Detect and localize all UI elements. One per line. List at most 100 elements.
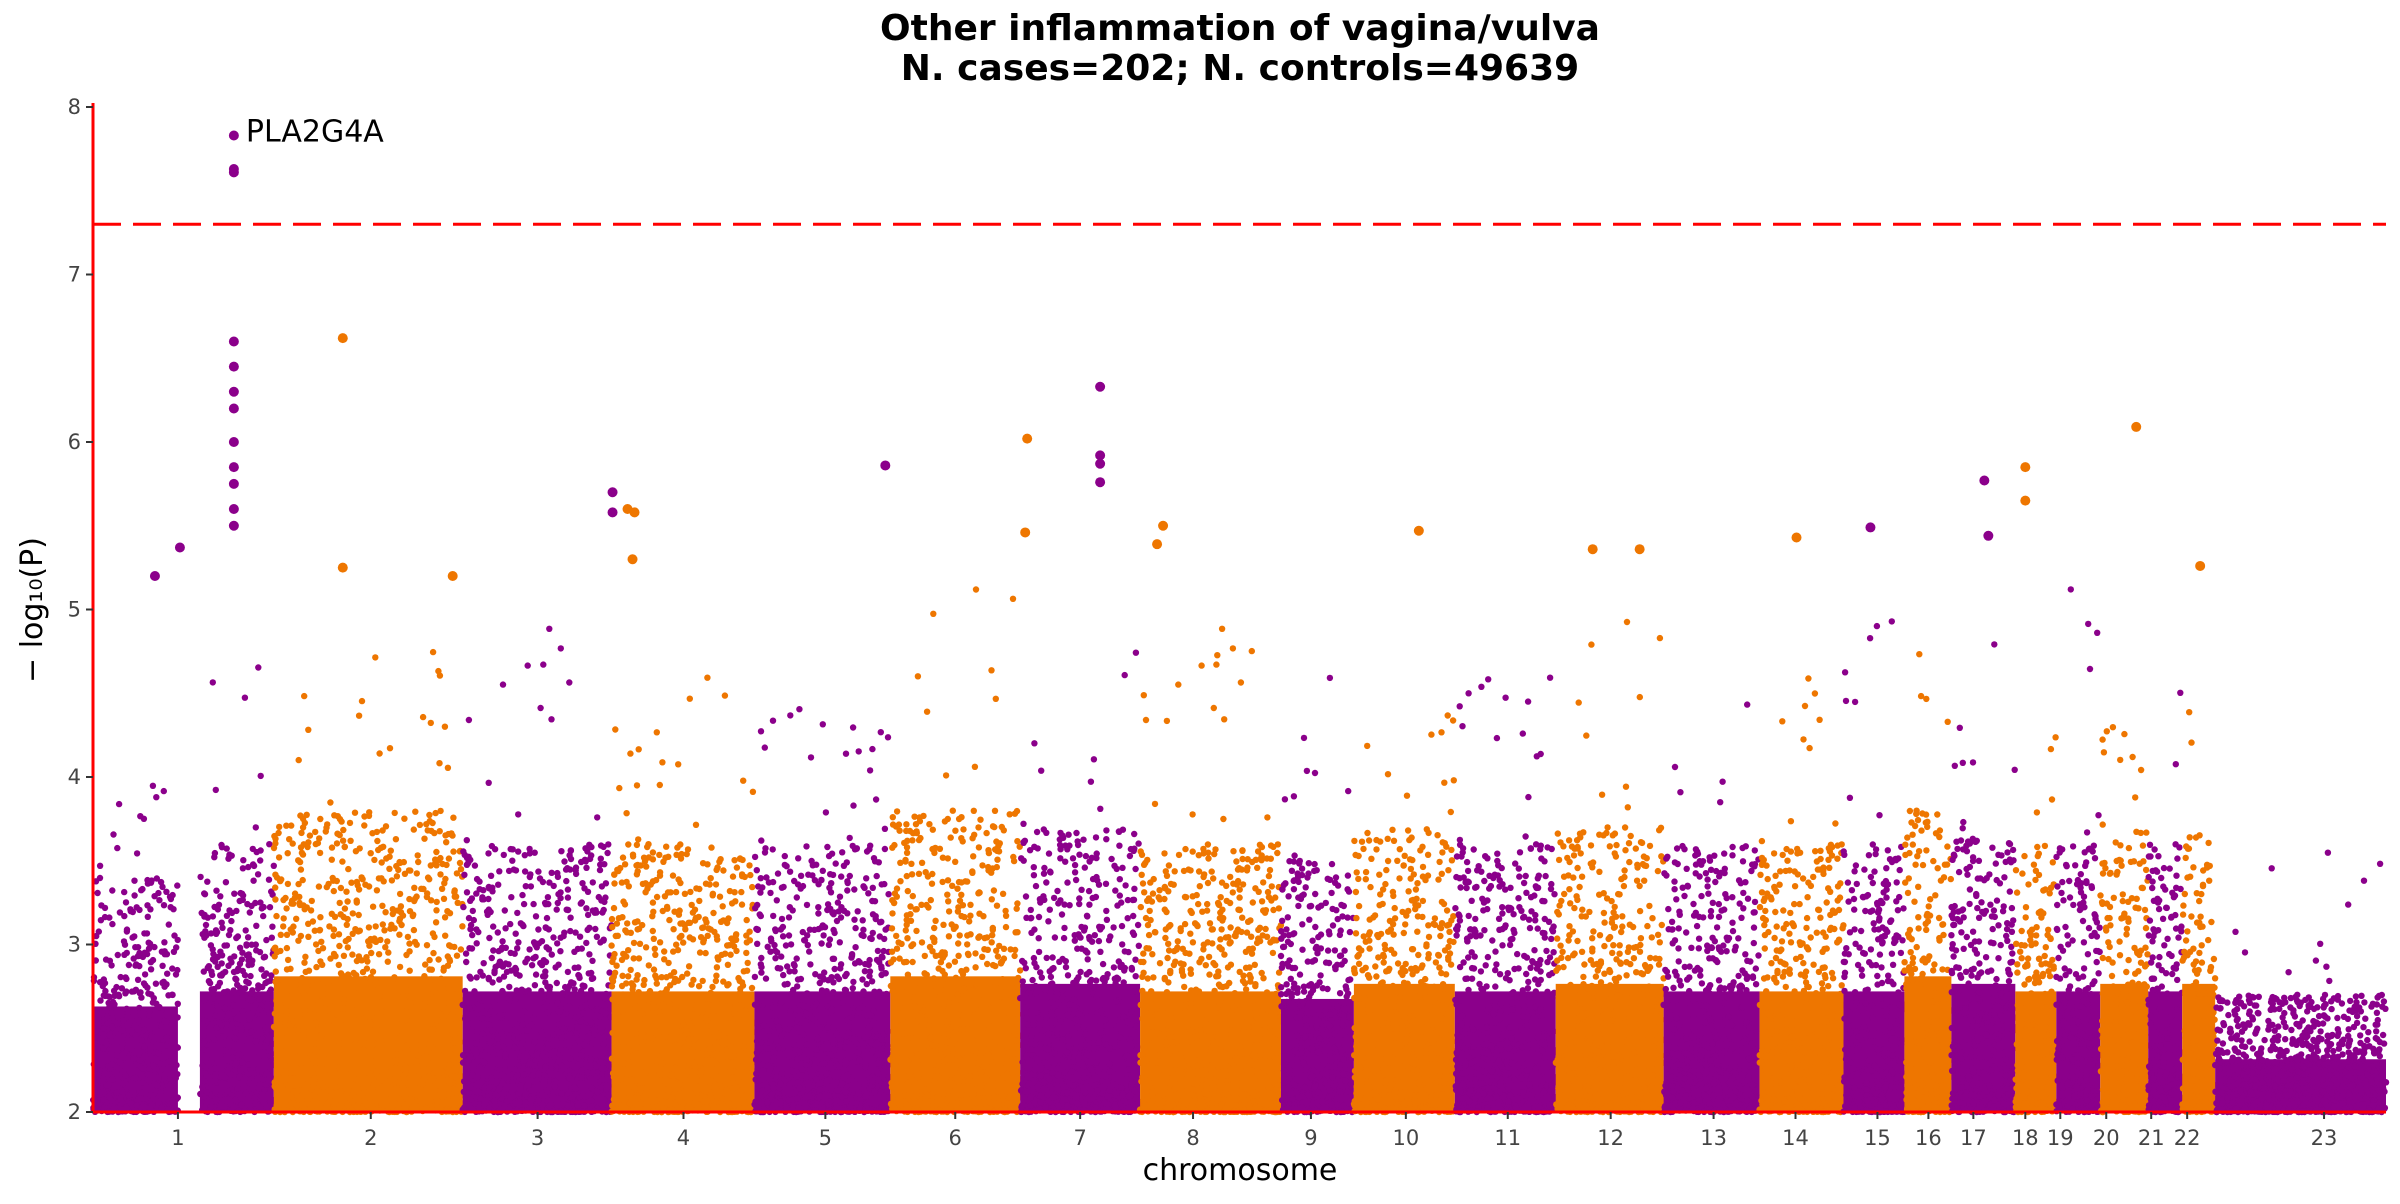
snp-point — [397, 1033, 404, 1040]
snp-point — [974, 1032, 981, 1039]
snp-point — [955, 940, 962, 947]
snp-point — [916, 814, 923, 821]
snp-point — [335, 1096, 342, 1103]
snp-point — [272, 978, 279, 985]
snp-point — [993, 947, 1000, 954]
snp-point — [890, 1051, 898, 1058]
snp-point — [389, 910, 396, 918]
snp-point — [211, 1077, 219, 1085]
snp-point — [1011, 1037, 1018, 1044]
snp-point — [893, 945, 901, 952]
snp-point — [273, 1102, 280, 1109]
snp-point — [668, 1094, 676, 1101]
snp-point — [742, 993, 749, 1000]
snp-point — [111, 992, 119, 999]
snp-point — [537, 704, 544, 712]
snp-point — [1002, 1081, 1010, 1089]
snp-point — [490, 999, 498, 1007]
snp-point — [341, 1070, 349, 1077]
snp-point — [412, 1105, 420, 1112]
snp-point — [745, 1081, 752, 1088]
snp-point — [488, 1074, 495, 1082]
snp-point — [244, 900, 251, 908]
snp-point — [460, 848, 467, 855]
snp-point — [307, 1077, 314, 1085]
snp-point — [336, 942, 343, 950]
snp-point — [887, 1056, 894, 1063]
snp-point — [518, 1033, 525, 1041]
snp-point — [487, 1007, 495, 1015]
snp-point — [978, 1089, 985, 1096]
snp-point — [874, 947, 882, 955]
snp-point — [830, 989, 837, 996]
snp-point — [433, 862, 440, 869]
snp-point — [136, 1057, 143, 1064]
snp-point — [118, 985, 126, 992]
snp-point — [496, 868, 503, 875]
snp-point — [557, 889, 564, 896]
snp-point — [208, 1056, 215, 1063]
snp-point — [379, 827, 386, 834]
snp-point — [219, 924, 226, 931]
snp-point — [386, 1043, 393, 1050]
snp-point — [703, 1103, 710, 1111]
snp-point — [396, 1095, 403, 1102]
snp-point — [548, 1096, 555, 1104]
snp-point — [567, 1055, 574, 1063]
snp-point — [560, 932, 567, 940]
snp-point — [410, 926, 418, 934]
snp-point — [732, 1026, 739, 1033]
snp-point — [949, 1045, 956, 1053]
snp-point — [670, 926, 677, 933]
snp-point — [912, 1098, 919, 1106]
snp-point — [141, 1043, 148, 1051]
snp-point — [964, 878, 971, 885]
snp-point — [297, 932, 305, 940]
snp-point — [339, 837, 347, 844]
snp-point — [829, 1000, 836, 1007]
snp-point — [592, 907, 599, 914]
snp-point — [686, 1067, 693, 1074]
snp-point — [536, 875, 544, 882]
snp-point — [463, 889, 471, 896]
snp-point — [988, 667, 995, 674]
snp-point — [122, 899, 130, 906]
snp-point — [604, 849, 611, 857]
snp-point — [825, 941, 833, 949]
snp-point — [661, 956, 668, 963]
snp-point — [1014, 982, 1021, 990]
snp-point — [576, 933, 584, 940]
snp-point — [212, 1089, 219, 1096]
snp-point — [396, 890, 404, 898]
snp-point — [131, 892, 138, 899]
snp-point — [815, 1065, 822, 1072]
snp-point — [656, 1082, 663, 1090]
snp-point — [320, 1051, 328, 1059]
snp-point — [100, 1045, 107, 1053]
snp-point — [815, 910, 822, 917]
snp-point — [379, 921, 386, 928]
snp-point — [169, 1070, 176, 1078]
snp-point — [520, 900, 528, 908]
snp-point — [250, 1070, 257, 1077]
snp-point — [168, 1091, 175, 1098]
snp-point — [322, 996, 329, 1004]
snp-point — [928, 880, 936, 887]
snp-point — [147, 966, 155, 973]
snp-point — [221, 1005, 229, 1012]
snp-point — [633, 871, 641, 878]
snp-point — [400, 996, 407, 1003]
snp-point — [939, 854, 947, 861]
snp-point — [356, 982, 364, 989]
snp-point — [932, 1042, 940, 1049]
snp-point — [311, 927, 318, 934]
snp-point — [762, 975, 770, 982]
snp-point — [355, 712, 363, 719]
snp-point — [149, 1092, 157, 1100]
snp-point — [773, 1017, 780, 1025]
snp-point — [871, 1088, 878, 1096]
snp-point — [593, 1062, 600, 1070]
snp-point — [118, 1087, 126, 1095]
snp-point — [803, 1056, 810, 1063]
snp-point — [367, 850, 374, 857]
